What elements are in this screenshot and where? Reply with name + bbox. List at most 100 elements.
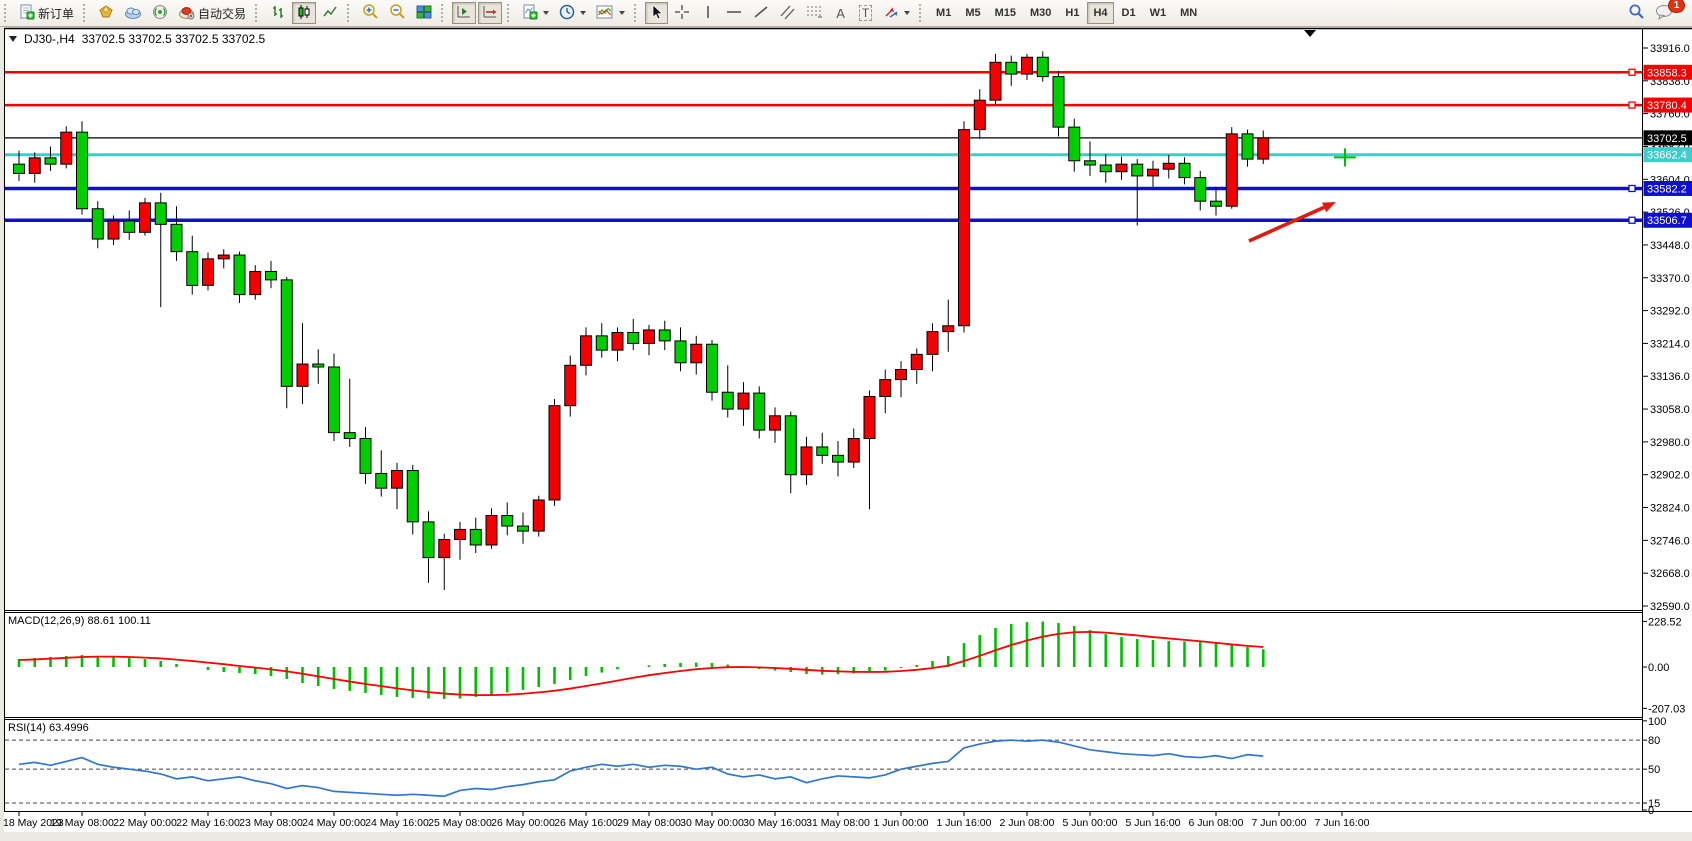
- timeframe-H4[interactable]: H4: [1087, 2, 1114, 24]
- trend-arrow[interactable]: [1322, 202, 1336, 213]
- candle: [548, 405, 561, 501]
- svg-text:0: 0: [1648, 805, 1654, 817]
- timeframe-MN[interactable]: MN: [1174, 2, 1203, 24]
- toolbar-grip[interactable]: [255, 4, 260, 22]
- candle: [595, 335, 608, 351]
- add-indicator-button[interactable]: [518, 2, 553, 24]
- cursor-button[interactable]: [645, 2, 669, 24]
- candle: [1241, 133, 1254, 160]
- label-tool-button[interactable]: T: [854, 2, 877, 24]
- auto-scroll-icon: [482, 4, 498, 23]
- candle: [643, 329, 655, 344]
- search-button[interactable]: [1624, 2, 1649, 24]
- fibonacci-button[interactable]: [801, 2, 827, 24]
- timeframe-M15[interactable]: M15: [989, 2, 1022, 24]
- new-order-button[interactable]: 新订单: [15, 2, 78, 24]
- panel-borders: [4, 27, 1692, 812]
- notification-badge[interactable]: 1: [1668, 0, 1685, 13]
- toolbar-grip[interactable]: [919, 4, 924, 22]
- timeframe-D1[interactable]: D1: [1116, 2, 1142, 24]
- candle: [202, 258, 214, 286]
- arrows-tool-button[interactable]: [879, 2, 914, 24]
- equidistant-channel-button[interactable]: [775, 2, 799, 24]
- candle: [406, 470, 419, 523]
- chart-shift-button[interactable]: [452, 2, 477, 24]
- svg-text:33780.4: 33780.4: [1647, 100, 1687, 112]
- svg-text:29 May 08:00: 29 May 08:00: [617, 817, 681, 829]
- line-chart-button[interactable]: [318, 2, 342, 24]
- svg-text:0.00: 0.00: [1648, 662, 1669, 674]
- candle: [312, 363, 325, 368]
- toolbar-grip[interactable]: [507, 4, 512, 22]
- toolbar-grip[interactable]: [4, 4, 9, 22]
- macd-signal-line: [18, 630, 1264, 697]
- price-axis[interactable]: 33916.033838.033760.033682.033604.033526…: [1643, 43, 1690, 817]
- candle: [816, 446, 829, 456]
- auto-trading-button[interactable]: 自动交易: [174, 2, 250, 24]
- text-tool-button[interactable]: A: [829, 2, 852, 24]
- periods-button[interactable]: [555, 2, 590, 24]
- candle: [706, 343, 718, 393]
- candle: [375, 472, 388, 489]
- svg-text:23 May 08:00: 23 May 08:00: [239, 817, 303, 829]
- candle: [1084, 160, 1096, 166]
- candle: [784, 415, 797, 476]
- toolbar: 新订单 自动交易: [0, 0, 1692, 27]
- chart-template-icon: [596, 4, 614, 23]
- candle: [926, 331, 939, 355]
- svg-text:33136.0: 33136.0: [1650, 371, 1690, 383]
- bar-chart-icon: [270, 4, 286, 23]
- candle: [1162, 162, 1175, 170]
- candle: [674, 340, 687, 364]
- symbol-dropdown-icon[interactable]: [9, 36, 17, 42]
- timeframe-M30[interactable]: M30: [1024, 2, 1057, 24]
- chart-template-button[interactable]: [592, 2, 629, 24]
- svg-text:26 May 00:00: 26 May 00:00: [491, 817, 555, 829]
- rsi-indicator-label: RSI(14) 63.4996: [8, 722, 89, 734]
- candle: [233, 254, 246, 296]
- signals-button[interactable]: [148, 2, 172, 24]
- svg-text:32668.0: 32668.0: [1650, 568, 1690, 580]
- periods-clock-icon: [559, 4, 575, 23]
- bar-chart-button[interactable]: [266, 2, 290, 24]
- horizontal-line-button[interactable]: [721, 2, 747, 24]
- auto-scroll-button[interactable]: [478, 2, 503, 24]
- chart-symbol-period: DJ30-,H4: [24, 32, 75, 46]
- zoom-out-button[interactable]: [385, 2, 410, 24]
- candle: [485, 515, 498, 546]
- horizontal-line-objects[interactable]: [5, 68, 1642, 224]
- gold-widget-button[interactable]: [94, 2, 118, 24]
- zoom-in-button[interactable]: [358, 2, 383, 24]
- svg-text:31 May 08:00: 31 May 08:00: [806, 817, 870, 829]
- vertical-line-button[interactable]: [696, 2, 719, 24]
- text-tool-label: A: [836, 5, 845, 21]
- candlestick-button[interactable]: [292, 2, 317, 24]
- tile-windows-button[interactable]: [412, 2, 436, 24]
- candle: [438, 539, 451, 559]
- candle: [611, 331, 624, 351]
- timeframe-H1[interactable]: H1: [1059, 2, 1085, 24]
- crosshair-button[interactable]: [670, 2, 694, 24]
- candle: [942, 325, 955, 333]
- toolbar-grip[interactable]: [347, 4, 352, 22]
- candle: [753, 392, 766, 431]
- candle: [532, 499, 545, 532]
- chevron-down-icon: [904, 11, 911, 15]
- add-indicator-icon: [522, 4, 538, 23]
- toolbar-grip[interactable]: [83, 4, 88, 22]
- chart-title: DJ30-,H4 33702.5 33702.5 33702.5 33702.5: [9, 32, 265, 46]
- svg-text:2 Jun 08:00: 2 Jun 08:00: [1000, 817, 1055, 829]
- zoom-in-icon: [362, 3, 379, 23]
- candle: [1225, 133, 1238, 207]
- candle: [690, 343, 703, 364]
- timeframe-M5[interactable]: M5: [959, 2, 986, 24]
- toolbar-grip[interactable]: [441, 4, 446, 22]
- market-cloud-button[interactable]: [120, 2, 146, 24]
- timeframe-M1[interactable]: M1: [930, 2, 957, 24]
- trendline-button[interactable]: [749, 2, 773, 24]
- gold-widget-icon: [98, 4, 114, 23]
- timeframe-W1[interactable]: W1: [1144, 2, 1173, 24]
- toolbar-grip[interactable]: [634, 4, 639, 22]
